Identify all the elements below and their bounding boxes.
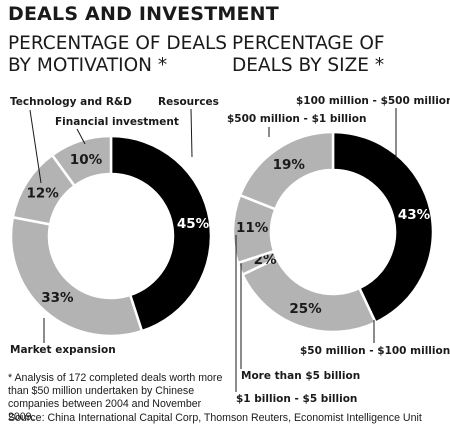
category-label-more-than-5-billion: More than $5 billion [241,370,360,382]
category-label-resources: Resources [158,96,219,108]
value-label-1-billion-5-billion: 11% [236,220,269,236]
category-label-technology-and-r-d: Technology and R&D [10,96,132,108]
category-label-50-million-100-million: $50 million - $100 million [300,345,450,357]
slice-market-expansion [9,215,144,338]
chart-title-size: PERCENTAGE OF DEALS BY SIZE * [232,33,385,76]
page-title: DEALS AND INVESTMENT [8,3,279,25]
value-label-financial-investment: 10% [70,152,103,168]
value-label-500-million-1-billion: 19% [273,157,306,173]
value-label-market-expansion: 33% [41,290,74,306]
category-label-market-expansion: Market expansion [10,344,116,356]
value-label-resources: 45% [177,216,210,232]
source-note: Source: China International Capital Corp… [8,412,422,424]
category-label-100-million-500-million: $100 million - $500 million [296,95,450,107]
slice-resources [109,134,213,333]
slice-50-million-100-million [240,256,378,334]
leader-line-resources [190,108,193,158]
value-label-100-million-500-million: 43% [398,207,431,223]
chart-title-motivation: PERCENTAGE OF DEALS BY MOTIVATION * [8,33,228,76]
category-label-financial-investment: Financial investment [55,116,179,128]
value-label-technology-and-r-d: 12% [26,186,59,202]
footnote: * Analysis of 172 completed deals worth … [8,372,223,423]
leader-line-technology-and-r-d [29,109,42,184]
leader-line-financial-investment [76,128,86,145]
donut-chart-size: 43% $100 million - $500 million 25% $50 mil… [227,95,450,405]
category-label-500-million-1-billion: $500 million - $1 billion [227,113,366,125]
donut-chart-motivation: 45% Resources 33% Market expansion 12% Techno… [9,96,219,356]
slice-500-million-1-billion [238,130,335,211]
slice-100-million-500-million [331,130,435,325]
value-label-50-million-100-million: 25% [289,301,322,317]
slice-financial-investment [50,134,113,188]
category-label-1-billion-5-billion: $1 billion - $5 billion [236,393,357,405]
